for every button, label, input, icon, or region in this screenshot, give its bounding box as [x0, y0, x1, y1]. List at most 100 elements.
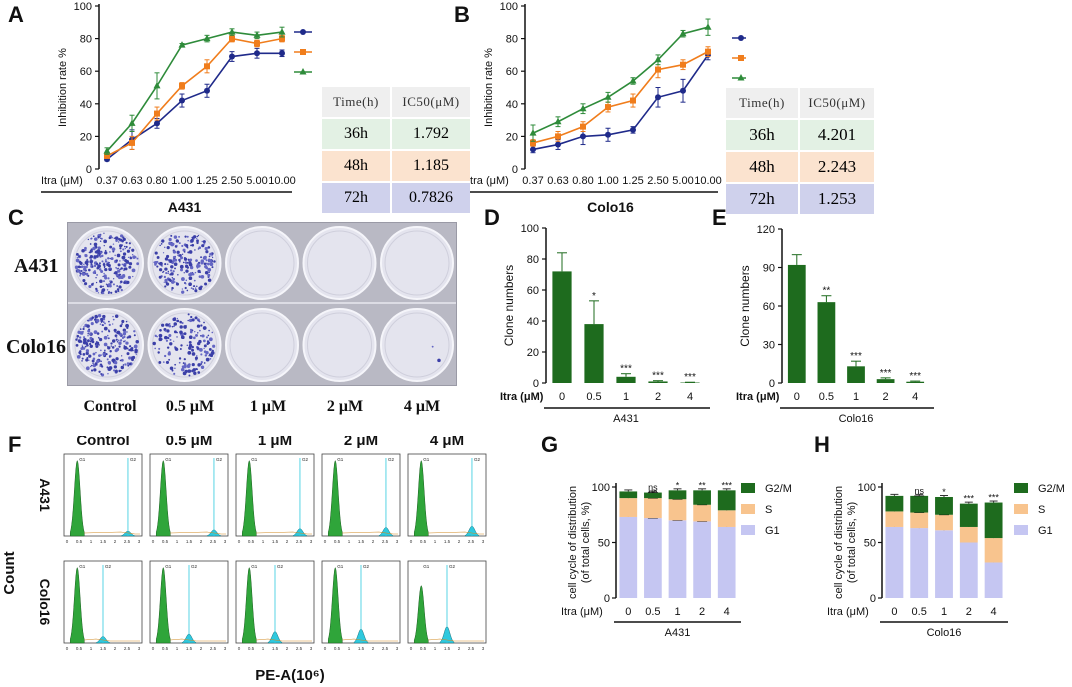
colony-dot: [135, 340, 139, 344]
colony-dot: [82, 278, 86, 283]
colony-dot: [85, 260, 89, 264]
colony-dot: [85, 351, 89, 356]
colony-dot: [78, 341, 81, 343]
culture-plate: [302, 226, 377, 300]
colony-dot: [158, 275, 162, 279]
data-point: [104, 152, 110, 159]
culture-plate: [380, 308, 454, 382]
colony-dot: [104, 267, 108, 272]
significance-mark: ***: [721, 480, 732, 490]
data-point: [679, 29, 687, 37]
colony-dot: [89, 255, 94, 259]
colony-dot: [128, 265, 132, 269]
colony-dot: [163, 281, 165, 283]
colony-dot: [188, 276, 193, 281]
colony-dot: [81, 248, 85, 253]
colony-dot: [123, 345, 126, 347]
colony-dot: [106, 289, 109, 291]
colony-dot: [183, 358, 186, 361]
chart-title: A431: [665, 627, 691, 639]
histogram-x-tick: 0: [66, 539, 69, 544]
colony-dot: [90, 322, 94, 326]
colony-dot: [200, 334, 202, 337]
colony-dot: [162, 270, 165, 273]
colony-dot: [97, 336, 100, 339]
colony-dot: [119, 238, 123, 242]
histogram-x-tick: 1.5: [358, 646, 365, 651]
histogram-x-tick: 1.5: [186, 539, 193, 544]
histogram-x-tick: 2: [372, 646, 375, 651]
colony-conc-label: 0.5 μM: [165, 398, 215, 415]
histogram-x-tick: 1: [348, 646, 351, 651]
ic50-table-header: Time(h) IC50(μM): [726, 88, 874, 120]
x-tick-label: 0: [891, 606, 897, 618]
g1-peak: [241, 459, 257, 537]
colony-dot: [204, 247, 208, 251]
colony-dot: [194, 289, 198, 293]
flow-conc-label: 2 μM: [344, 436, 378, 449]
y-tick-label: 50: [598, 538, 610, 550]
colony-dot: [194, 271, 197, 274]
colony-dot: [166, 329, 170, 333]
g1-gate-label: G1: [337, 564, 344, 569]
colony-dot: [182, 261, 185, 264]
colony-dot: [88, 359, 90, 362]
colony-dot: [198, 275, 202, 278]
y-tick-label: 100: [592, 482, 610, 494]
histogram-x-tick: 2: [458, 539, 461, 544]
colony-dot: [94, 320, 97, 323]
colony-dot: [115, 239, 118, 242]
colony-dot: [164, 330, 167, 332]
data-point: [555, 141, 561, 148]
colony-dot: [114, 345, 117, 347]
histogram-x-tick: 2: [200, 539, 203, 544]
colony-dot: [82, 346, 86, 350]
colony-dot: [90, 369, 94, 372]
colony-dot: [158, 337, 163, 342]
s-phase-trace: [256, 531, 312, 535]
g1-peak: [413, 459, 429, 537]
colony-dot: [189, 328, 193, 332]
colony-dot: [106, 358, 109, 361]
colony-dot: [89, 336, 93, 340]
colony-dot: [190, 287, 193, 289]
y-tick-label: 100: [74, 1, 92, 13]
data-point: [103, 147, 111, 154]
colony-dot: [174, 363, 177, 366]
stack-segment-G2/M: [717, 490, 736, 511]
colony-dot: [187, 351, 192, 355]
y-tick-label: 0: [769, 378, 775, 390]
data-point: [680, 61, 686, 68]
stack-segment-S: [619, 498, 638, 517]
colony-dot: [98, 268, 102, 271]
colony-dot: [178, 258, 181, 262]
colony-dot: [97, 236, 100, 239]
y-tick-label: 20: [80, 131, 92, 143]
colony-dot: [207, 273, 211, 277]
colony-dot: [191, 369, 194, 373]
histogram-x-tick: 1: [348, 539, 351, 544]
colony-dot: [91, 359, 95, 363]
colony-dot: [100, 360, 102, 363]
colony-dot: [203, 347, 205, 350]
histogram-x-tick: 1.5: [444, 539, 451, 544]
colony-dot: [90, 237, 92, 240]
colony-dot: [196, 239, 199, 243]
colony-dot: [203, 362, 206, 364]
significance-mark: ***: [652, 371, 664, 382]
colony-dot: [93, 237, 98, 241]
colony-dot: [101, 288, 105, 293]
colony-dot: [119, 324, 123, 328]
colony-dot: [205, 259, 208, 262]
x-tick-label: 10.00: [268, 175, 296, 187]
colony-dot: [83, 326, 85, 328]
colony-dot: [197, 332, 199, 334]
colony-dot: [85, 265, 88, 269]
ic50-row: 48h 1.185: [322, 150, 470, 183]
colony-dot: [181, 290, 185, 294]
colony-dot: [172, 277, 176, 281]
colony-dot: [76, 256, 79, 259]
colony-dot: [112, 339, 116, 343]
histogram-x-tick: 0: [238, 539, 241, 544]
colony-dot: [159, 261, 163, 266]
